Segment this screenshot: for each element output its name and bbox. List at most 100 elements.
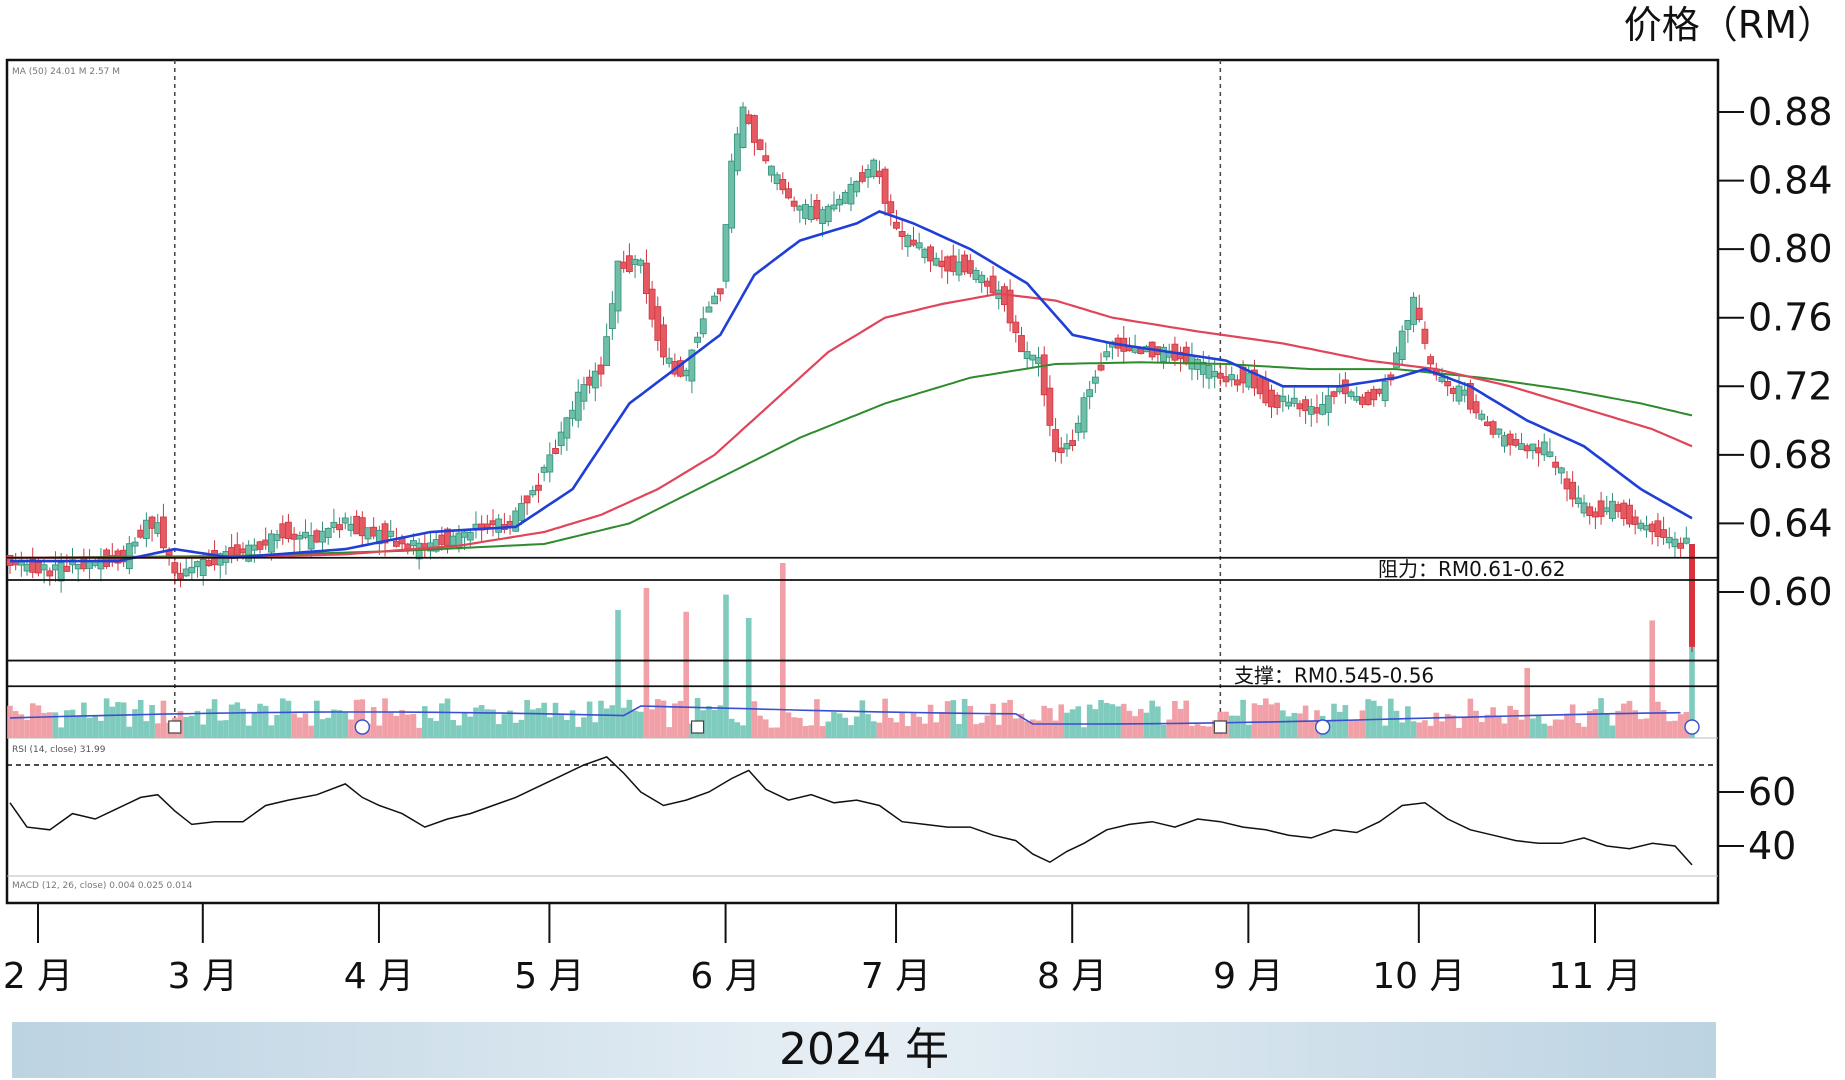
volume-bar [1558,719,1565,738]
volume-bar [1621,703,1627,738]
candle-body [1410,296,1417,325]
volume-bar [870,721,877,738]
volume-bar [1297,713,1303,738]
volume-bar [910,712,917,738]
volume-bar [314,700,320,738]
candle-body [660,324,667,358]
volume-bar [1467,698,1474,738]
volume-bar [1666,721,1673,738]
candle-body [688,349,696,382]
volume-bar [1660,709,1667,738]
volume-bar [1365,699,1371,738]
candle-body [1540,441,1548,456]
candle-body [1660,529,1667,538]
candle-body [904,234,912,248]
candle-body [313,530,321,543]
candle-body [1046,387,1054,426]
candle-body [1319,404,1327,415]
event-marker [1684,719,1700,735]
volume-bar [1416,722,1423,738]
candle-body [86,561,93,569]
candle-body [1501,435,1508,447]
candle-body [1415,307,1423,321]
candle-body [1523,445,1531,452]
candle-body [1313,407,1321,414]
volume-bar [1001,702,1008,738]
candle-body [569,409,576,419]
candle-body [1620,502,1628,520]
candle-body [614,260,622,312]
candle-body [1205,365,1213,379]
volume-bar [98,720,104,738]
volume-bar [814,699,820,738]
volume-bar [592,722,599,738]
volume-bar [1274,702,1280,738]
candle-body [177,572,184,579]
final-candle [1689,544,1695,647]
candle-body [847,183,855,205]
volume-bar [1507,705,1513,738]
candle-body [1421,328,1429,344]
candle-body [171,562,179,574]
volume-bar [1007,699,1013,738]
volume-bar [1030,719,1036,738]
volume-bar [1103,702,1110,738]
volume-bar [558,714,564,738]
volume-bar [1382,725,1388,738]
volume-bar [501,714,508,738]
volume-bar [18,714,25,738]
candle-body [1324,395,1332,413]
volume-bar [1626,700,1633,738]
candle-body [836,198,844,206]
volume-bar [302,713,309,738]
volume-bar [1098,699,1104,738]
candle-body [267,533,275,553]
volume-bar [1547,725,1553,738]
candle-body [512,510,520,532]
volume-bar [990,703,996,738]
resistance-label: 阻力：RM0.61-0.62 [1378,557,1565,581]
volume-bar [450,719,457,738]
volume-bar [1541,723,1548,738]
candle-body [518,503,525,521]
candle-body [699,318,707,335]
candle-body [1398,330,1406,360]
candle-body [1580,502,1588,514]
volume-bar [552,702,559,738]
candle-body [1364,391,1372,406]
candle-body [711,295,719,305]
month-label: 7 月 [861,956,931,997]
candle-body [819,209,826,224]
candle-body [552,448,559,454]
volume-bar [1143,712,1150,738]
volume-bar [1155,706,1161,738]
volume-bar [75,715,81,738]
volume-bar [694,698,701,738]
candle-body [160,516,167,549]
volume-bar [404,714,411,738]
candle-body [1194,359,1202,370]
volume-bar [995,724,1002,738]
volume-bar [1609,725,1616,738]
candle-body [733,133,741,172]
candle-body [1404,320,1412,330]
volume-bar [853,716,860,738]
candle-body [966,260,974,274]
candle-body [597,364,605,375]
volume-bar [859,700,866,738]
candle-body [1268,389,1275,408]
candle-body [1086,389,1094,398]
candle-body [802,204,809,219]
candle-body [779,179,787,191]
volume-bar [660,700,667,738]
candle-body [1256,377,1264,395]
candle-body [796,205,804,211]
candle-body [591,370,599,389]
volume-bar [12,711,19,738]
candle-body [296,534,304,540]
volume-bar [1478,722,1485,738]
volume-bar [848,725,854,738]
event-marker [354,719,371,735]
volume-bar [1444,714,1451,738]
volume-bar [1240,699,1246,738]
